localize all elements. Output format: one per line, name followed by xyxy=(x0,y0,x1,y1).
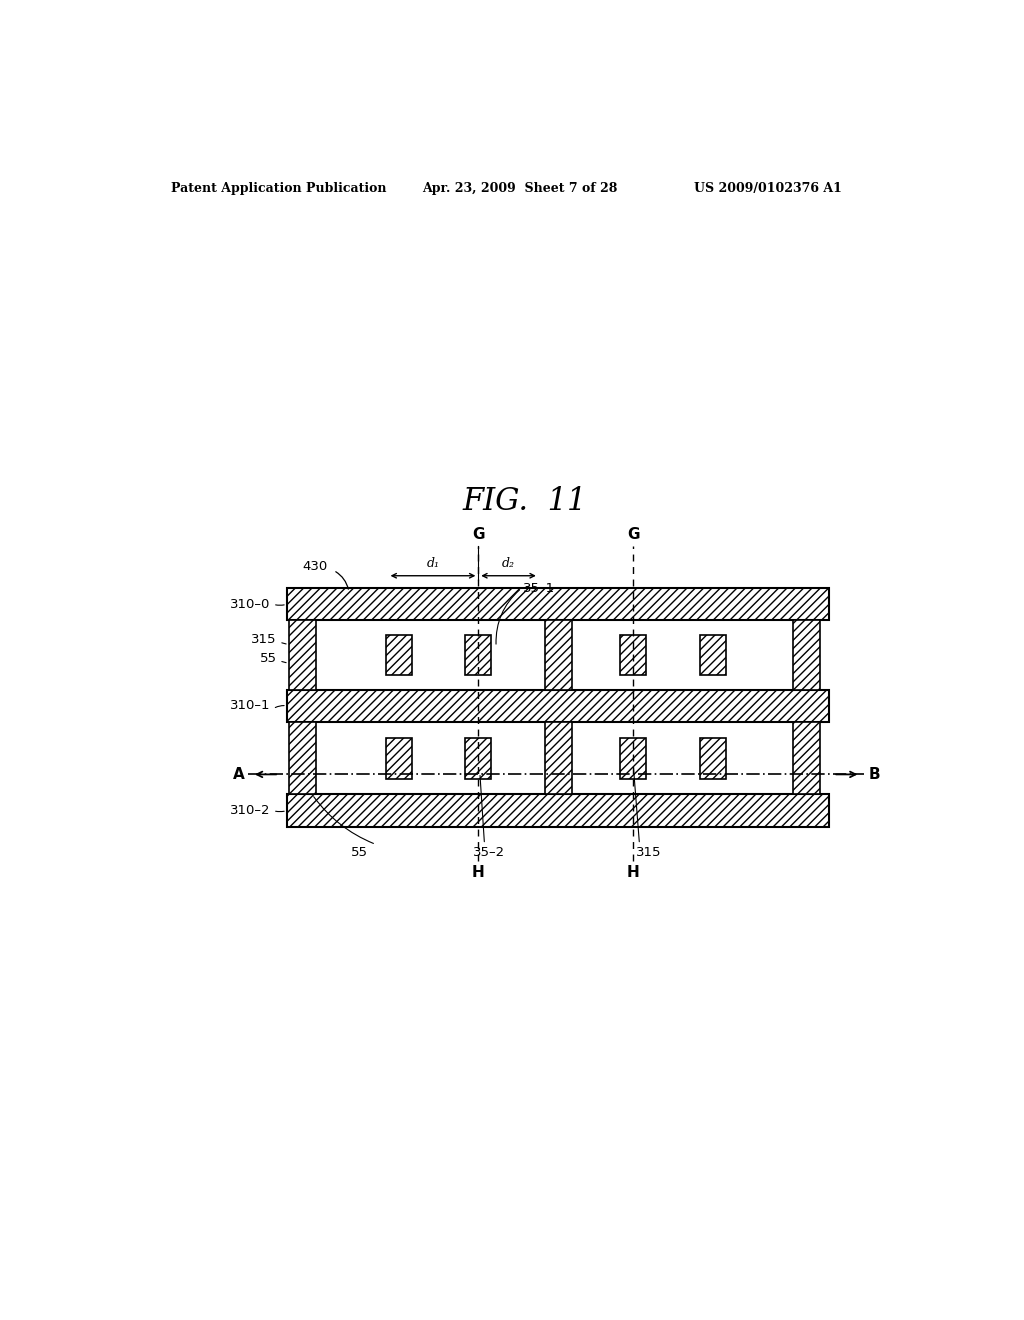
Text: H: H xyxy=(472,866,484,880)
Text: 310–1: 310–1 xyxy=(230,700,270,713)
Text: 55: 55 xyxy=(351,846,369,859)
Bar xyxy=(545,620,571,689)
Text: FIG.  11: FIG. 11 xyxy=(463,486,587,516)
Text: Patent Application Publication: Patent Application Publication xyxy=(171,182,386,194)
Text: 35–1: 35–1 xyxy=(523,582,555,594)
Bar xyxy=(287,795,829,826)
Text: Apr. 23, 2009  Sheet 7 of 28: Apr. 23, 2009 Sheet 7 of 28 xyxy=(423,182,617,194)
Text: 310–2: 310–2 xyxy=(230,804,270,817)
Text: B: B xyxy=(868,767,880,781)
Text: 55: 55 xyxy=(260,652,276,665)
Text: H: H xyxy=(627,866,640,880)
Bar xyxy=(793,620,819,689)
Bar xyxy=(386,738,413,779)
Text: d₁: d₁ xyxy=(426,557,439,570)
Text: 430: 430 xyxy=(302,560,328,573)
Text: G: G xyxy=(472,527,484,543)
Bar xyxy=(793,722,819,795)
Text: A: A xyxy=(232,767,245,781)
Text: 315: 315 xyxy=(636,846,662,859)
Text: 310–0: 310–0 xyxy=(230,598,270,611)
Bar xyxy=(545,722,571,795)
Text: US 2009/0102376 A1: US 2009/0102376 A1 xyxy=(693,182,842,194)
Text: 315: 315 xyxy=(251,634,276,647)
Bar xyxy=(465,635,492,676)
Bar xyxy=(621,738,646,779)
Bar xyxy=(287,689,829,722)
Bar xyxy=(289,620,316,689)
Bar xyxy=(386,635,413,676)
Bar xyxy=(465,738,492,779)
Bar xyxy=(621,635,646,676)
Text: d₂: d₂ xyxy=(502,557,515,570)
Bar xyxy=(289,722,316,795)
Bar xyxy=(700,635,726,676)
Text: 35–2: 35–2 xyxy=(473,846,505,859)
Text: G: G xyxy=(627,527,640,543)
Bar xyxy=(287,589,829,620)
Bar xyxy=(700,738,726,779)
